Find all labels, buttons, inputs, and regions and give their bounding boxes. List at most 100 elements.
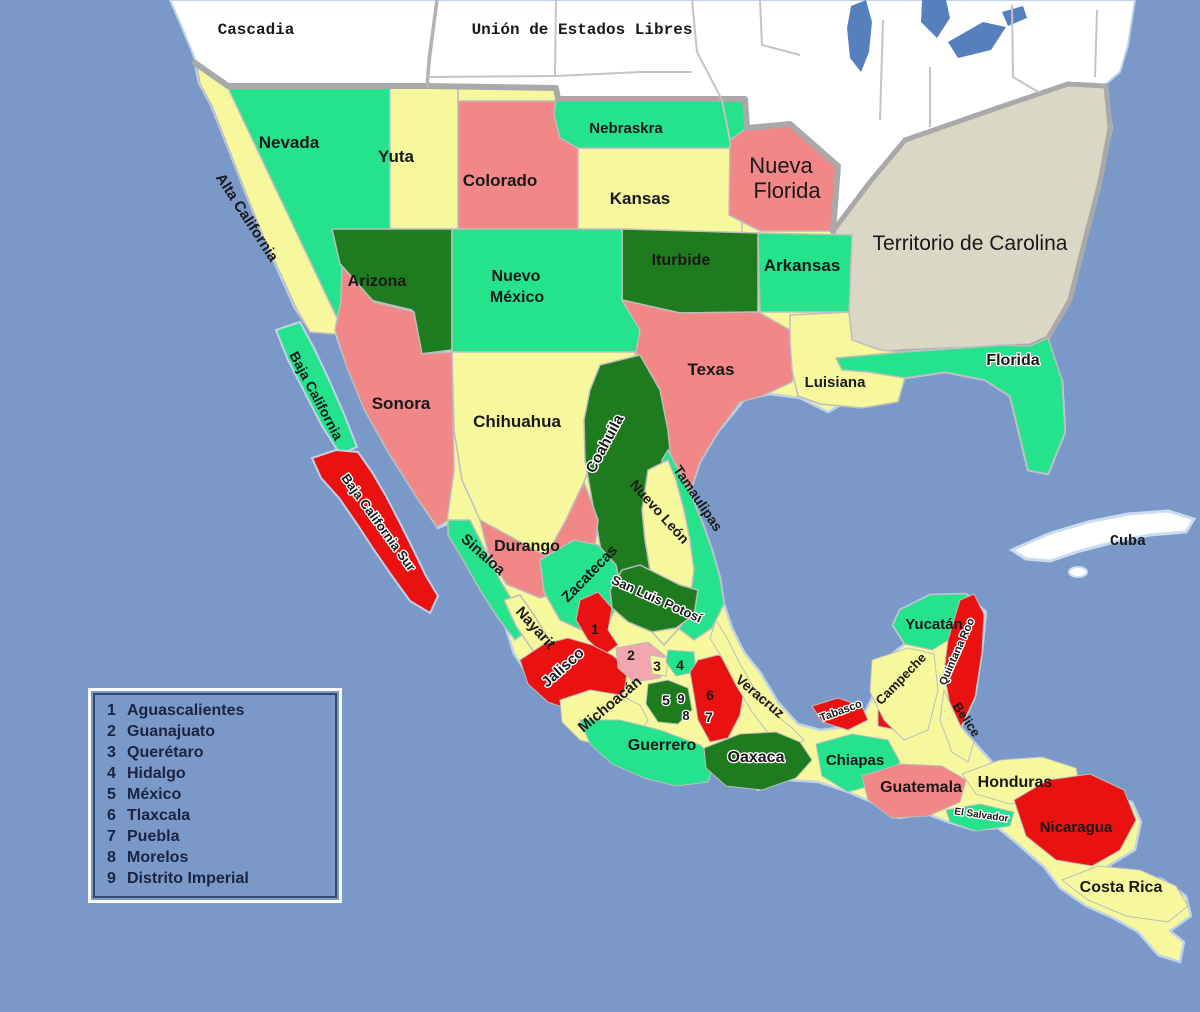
label-colorado: Colorado xyxy=(463,171,538,190)
region-nicaragua xyxy=(1013,773,1137,867)
legend-item-number: 2 xyxy=(107,723,116,740)
region-san-luis-potosi xyxy=(609,564,699,633)
label-nicaragua: Nicaragua xyxy=(1040,819,1113,836)
label-guerrero: Guerrero xyxy=(628,737,697,754)
legend-item-label: Querétaro xyxy=(127,744,204,761)
legend-item-number: 7 xyxy=(107,828,116,845)
legend-item-3: 3 Querétaro xyxy=(107,742,327,763)
region-campeche xyxy=(869,647,939,741)
region-queretaro xyxy=(649,654,669,677)
label-nuevo-mexico-line1: Nuevo xyxy=(492,268,541,285)
legend-item-7: 7 Puebla xyxy=(107,826,327,847)
label-num-6: 6 xyxy=(706,687,714,703)
legend-item-label: Distrito Imperial xyxy=(127,870,249,887)
label-union-estados-libres: Unión de Estados Libres xyxy=(472,21,693,39)
label-yuta: Yuta xyxy=(378,147,414,166)
region-florida xyxy=(834,336,1066,475)
label-texas: Texas xyxy=(688,360,735,379)
label-cuba: Cuba xyxy=(1110,533,1146,550)
region-baja-california xyxy=(274,320,359,456)
label-sonora: Sonora xyxy=(372,394,431,413)
region-costa-rica xyxy=(1060,865,1189,923)
label-nueva-florida-line2: Florida xyxy=(753,178,821,203)
legend-item-2: 2 Guanajuato xyxy=(107,721,327,742)
legend-item-number: 5 xyxy=(107,786,116,803)
legend-item-label: Puebla xyxy=(127,828,180,845)
label-durango: Durango xyxy=(494,538,560,555)
legend-item-4: 4 Hidalgo xyxy=(107,763,327,784)
label-honduras: Honduras xyxy=(978,774,1053,791)
region-isla-juventud xyxy=(1068,566,1088,578)
label-num-9: 9 xyxy=(677,691,684,706)
label-nuevo-mexico-line2: México xyxy=(490,289,544,306)
label-nueva-florida-line1: Nueva xyxy=(749,153,813,178)
label-yucatan: Yucatán xyxy=(905,616,963,633)
label-num-8: 8 xyxy=(682,708,689,723)
region-quintana-roo xyxy=(943,593,985,729)
label-territorio-carolina: Territorio de Carolina xyxy=(873,232,1068,255)
label-chihuahua: Chihuahua xyxy=(473,412,561,431)
legend-item-number: 9 xyxy=(107,870,116,887)
legend-item-1: 1 Aguascalientes xyxy=(107,700,327,721)
label-florida: Florida xyxy=(986,352,1039,369)
legend-item-number: 4 xyxy=(107,765,116,782)
legend-item-label: Morelos xyxy=(127,849,189,866)
label-costa-rica: Costa Rica xyxy=(1080,879,1163,896)
region-oaxaca xyxy=(703,731,813,791)
region-aguascalientes xyxy=(575,591,619,656)
region-tabasco xyxy=(811,697,869,731)
label-oaxaca: Oaxaca xyxy=(728,749,785,766)
lake-ontario xyxy=(1002,6,1027,26)
legend-item-number: 1 xyxy=(107,702,116,719)
label-num-5: 5 xyxy=(662,692,670,708)
uel-interior-borders xyxy=(426,0,1098,141)
region-guerrero xyxy=(579,719,717,787)
legend-item-label: Aguascalientes xyxy=(127,702,245,719)
legend-item-label: Hidalgo xyxy=(127,765,186,782)
legend-item-6: 6 Tlaxcala xyxy=(107,805,327,826)
label-num-1: 1 xyxy=(591,621,599,637)
legend-item-number: 6 xyxy=(107,807,116,824)
region-guatemala xyxy=(861,763,967,819)
region-mexico-state xyxy=(645,679,693,725)
region-baja-california-sur xyxy=(310,448,440,615)
legend-item-number: 8 xyxy=(107,849,116,866)
legend-item-8: 8 Morelos xyxy=(107,847,327,868)
legend-item-5: 5 México xyxy=(107,784,327,805)
empire-north-border xyxy=(192,60,841,234)
legend-item-9: 9 Distrito Imperial xyxy=(107,868,327,889)
legend-items: 1 Aguascalientes 2 Guanajuato 3 Querétaro 4 Hid… xyxy=(93,693,337,898)
legend-item-label: Tlaxcala xyxy=(127,807,191,824)
label-num-3: 3 xyxy=(653,658,661,674)
label-chiapas: Chiapas xyxy=(826,752,884,769)
label-guatemala: Guatemala xyxy=(880,779,962,796)
legend-item-number: 3 xyxy=(107,744,116,761)
label-iturbide: Iturbide xyxy=(652,252,711,269)
label-luisiana: Luisiana xyxy=(805,374,867,391)
label-arkansas: Arkansas xyxy=(764,256,841,275)
region-iturbide xyxy=(621,228,759,314)
legend-item-label: México xyxy=(127,786,182,803)
label-nebraskra: Nebraskra xyxy=(589,120,663,137)
lake-erie xyxy=(948,22,1006,58)
label-num-2: 2 xyxy=(627,647,635,663)
cascadia-uel-border xyxy=(425,0,439,89)
region-cuba xyxy=(1008,509,1197,563)
label-nevada: Nevada xyxy=(259,133,320,152)
lake-michigan xyxy=(847,0,872,72)
label-kansas: Kansas xyxy=(610,189,670,208)
label-num-4: 4 xyxy=(676,657,684,673)
region-hidalgo xyxy=(665,649,697,677)
legend-item-label: Guanajuato xyxy=(127,723,216,740)
region-el-salvador xyxy=(945,803,1015,832)
label-arizona: Arizona xyxy=(348,273,407,290)
lake-huron xyxy=(921,0,950,38)
region-nuevo-mexico xyxy=(451,228,641,353)
region-sonora xyxy=(334,264,455,529)
legend-box: 1 Aguascalientes 2 Guanajuato 3 Querétaro 4 Hid… xyxy=(88,688,342,903)
label-num-7: 7 xyxy=(705,709,713,725)
label-cascadia: Cascadia xyxy=(218,21,295,39)
region-belice xyxy=(939,688,975,763)
